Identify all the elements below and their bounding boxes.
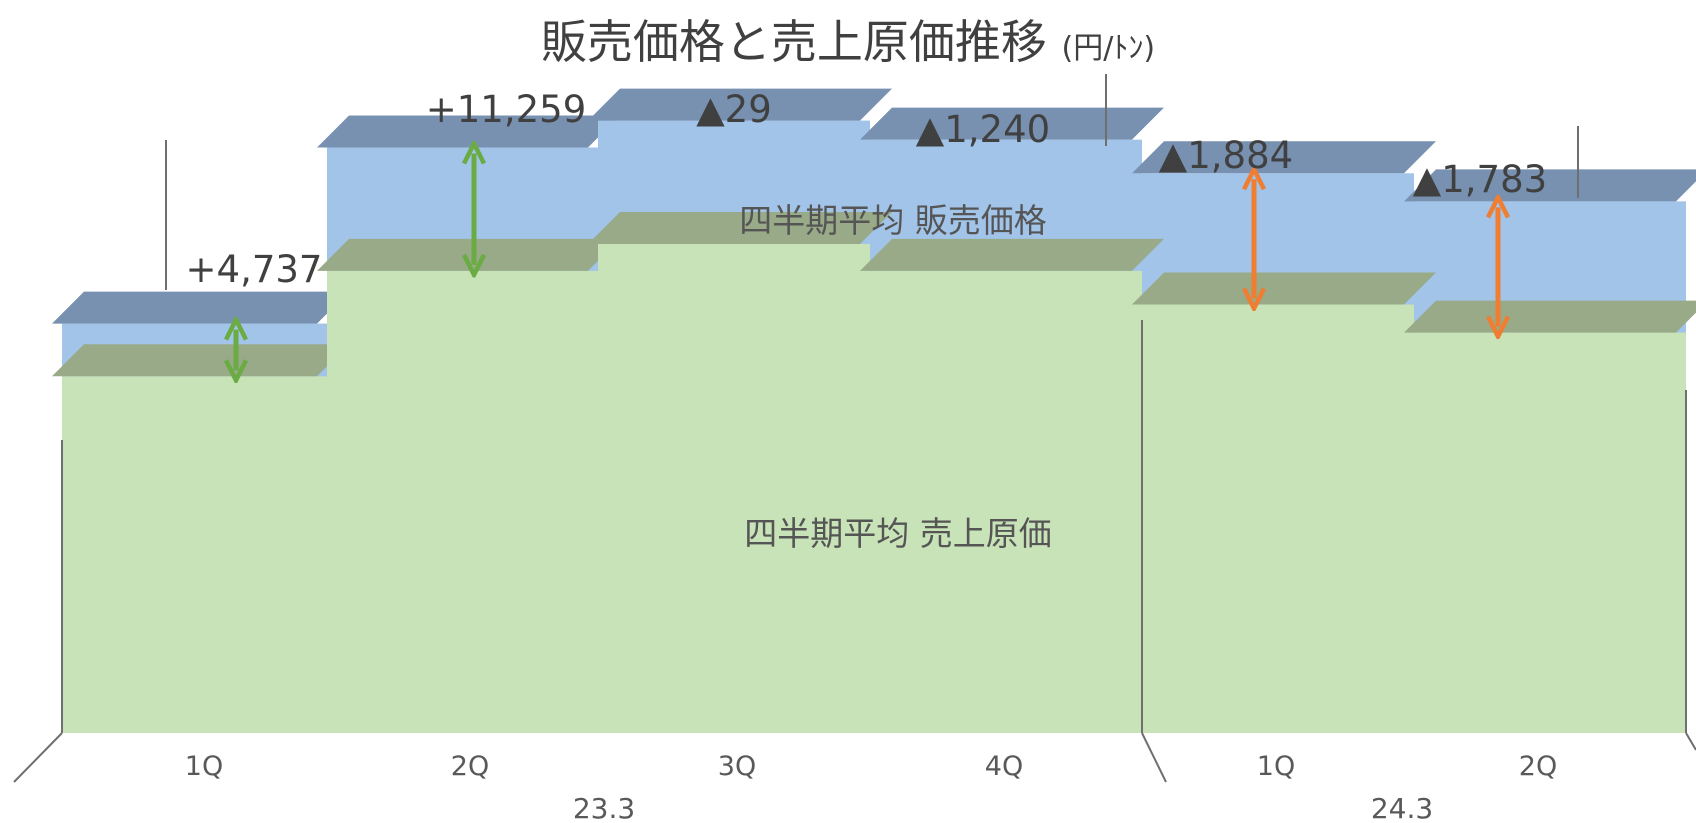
cost-top-4 [860, 238, 1164, 271]
x-tick-1: 1Q [185, 751, 223, 782]
price-top-5 [1132, 141, 1436, 174]
cost-area-6 [1414, 332, 1686, 733]
spread-label-4: ▲1,240 [916, 108, 1050, 151]
cost-top-3 [588, 211, 892, 244]
cost-series-label: 四半期平均 売上原価 [744, 514, 1052, 553]
spread-arrows [236, 153, 1498, 370]
x-tick-5: 1Q [1257, 751, 1295, 782]
cost-top-2 [317, 238, 620, 271]
cost-series [52, 211, 1696, 733]
cost-area-3 [598, 243, 870, 733]
cost-area-4 [870, 270, 1142, 733]
price-top-4 [860, 107, 1164, 140]
x-group-1: 23.3 [573, 792, 635, 823]
price-series-label: 四半期平均 販売価格 [739, 201, 1047, 240]
x-tick-2: 2Q [451, 751, 489, 782]
price-top-2 [317, 115, 620, 148]
chart-title: 販売価格と売上原価推移 (円/ﾄﾝ) [0, 6, 1696, 72]
axis-right-floor [1685, 732, 1696, 751]
x-tick-6: 2Q [1519, 751, 1557, 782]
cost-area-1 [62, 376, 327, 733]
spread-label-2: +11,259 [426, 88, 586, 131]
price-top-3 [588, 88, 892, 121]
cost-area-2 [327, 270, 598, 733]
cost-top-5 [1132, 272, 1436, 305]
spread-label-1: +4,737 [186, 248, 323, 291]
x-tick-3: 3Q [718, 751, 756, 782]
spread-label-3: ▲29 [696, 88, 772, 131]
chart-unit: (円/ﾄﾝ) [1061, 31, 1156, 66]
chart-text: +4,737 +11,259 ▲29 ▲1,240 ▲1,884 ▲1,783 四半期平均 … [185, 88, 1557, 823]
fy-divider-floor [1141, 732, 1167, 783]
axis-frame [13, 74, 1696, 783]
cost-top-6 [1404, 300, 1696, 333]
cost-area-5 [1142, 304, 1414, 733]
x-group-2: 24.3 [1371, 792, 1433, 823]
axis-left-floor [13, 732, 63, 783]
price-top-6 [1404, 169, 1696, 202]
chart-title-text: 販売価格と売上原価推移 [540, 15, 1047, 69]
price-top-1 [52, 291, 349, 324]
cost-top-1 [52, 344, 349, 377]
spread-label-6: ▲1,783 [1413, 158, 1547, 201]
x-tick-4: 4Q [985, 751, 1023, 782]
spread-label-5: ▲1,884 [1159, 134, 1293, 177]
